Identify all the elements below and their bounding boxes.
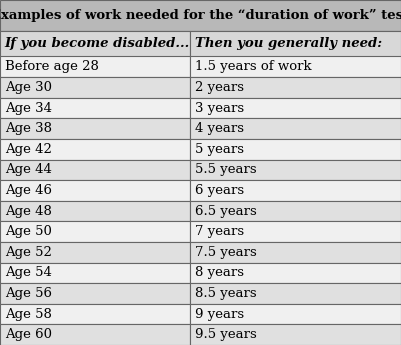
- Bar: [0, 180, 190, 201]
- Text: 7.5 years: 7.5 years: [195, 246, 257, 259]
- Bar: [190, 201, 401, 221]
- Text: 5 years: 5 years: [195, 143, 244, 156]
- Bar: [0, 118, 190, 139]
- Text: If you become disabled...: If you become disabled...: [5, 37, 190, 50]
- Bar: [190, 98, 401, 118]
- Text: Age 44: Age 44: [5, 163, 52, 176]
- Text: 6 years: 6 years: [195, 184, 245, 197]
- Bar: [0, 159, 190, 180]
- Bar: [0, 31, 190, 57]
- Bar: [0, 201, 190, 221]
- Text: Age 38: Age 38: [5, 122, 52, 135]
- Bar: [190, 31, 401, 57]
- Text: Age 60: Age 60: [5, 328, 52, 341]
- Bar: [0, 324, 190, 345]
- Text: Age 56: Age 56: [5, 287, 52, 300]
- Bar: [0, 57, 190, 77]
- Bar: [0, 221, 190, 242]
- Bar: [190, 159, 401, 180]
- Text: 4 years: 4 years: [195, 122, 244, 135]
- Bar: [0, 139, 190, 159]
- Bar: [0, 77, 190, 98]
- Bar: [190, 263, 401, 283]
- Bar: [190, 77, 401, 98]
- Text: Age 46: Age 46: [5, 184, 52, 197]
- Bar: [0, 0, 401, 31]
- Text: 8.5 years: 8.5 years: [195, 287, 257, 300]
- Bar: [0, 263, 190, 283]
- Text: 5.5 years: 5.5 years: [195, 163, 257, 176]
- Text: 2 years: 2 years: [195, 81, 244, 94]
- Text: Age 54: Age 54: [5, 266, 52, 279]
- Text: 6.5 years: 6.5 years: [195, 205, 257, 218]
- Text: Examples of work needed for the “duration of work” test: Examples of work needed for the “duratio…: [0, 9, 401, 22]
- Bar: [190, 242, 401, 263]
- Bar: [190, 118, 401, 139]
- Bar: [190, 283, 401, 304]
- Text: Age 52: Age 52: [5, 246, 52, 259]
- Text: Age 34: Age 34: [5, 101, 52, 115]
- Bar: [0, 98, 190, 118]
- Text: 9 years: 9 years: [195, 308, 245, 321]
- Text: Age 50: Age 50: [5, 225, 52, 238]
- Bar: [190, 180, 401, 201]
- Text: Then you generally need:: Then you generally need:: [195, 37, 383, 50]
- Bar: [190, 57, 401, 77]
- Text: 9.5 years: 9.5 years: [195, 328, 257, 341]
- Bar: [190, 139, 401, 159]
- Text: 1.5 years of work: 1.5 years of work: [195, 60, 312, 73]
- Bar: [0, 242, 190, 263]
- Text: 8 years: 8 years: [195, 266, 244, 279]
- Text: Age 42: Age 42: [5, 143, 52, 156]
- Text: Age 48: Age 48: [5, 205, 52, 218]
- Bar: [0, 304, 190, 324]
- Text: 3 years: 3 years: [195, 101, 245, 115]
- Bar: [0, 283, 190, 304]
- Text: Age 58: Age 58: [5, 308, 52, 321]
- Text: Age 30: Age 30: [5, 81, 52, 94]
- Text: Before age 28: Before age 28: [5, 60, 99, 73]
- Bar: [190, 304, 401, 324]
- Bar: [190, 221, 401, 242]
- Text: 7 years: 7 years: [195, 225, 245, 238]
- Bar: [190, 324, 401, 345]
